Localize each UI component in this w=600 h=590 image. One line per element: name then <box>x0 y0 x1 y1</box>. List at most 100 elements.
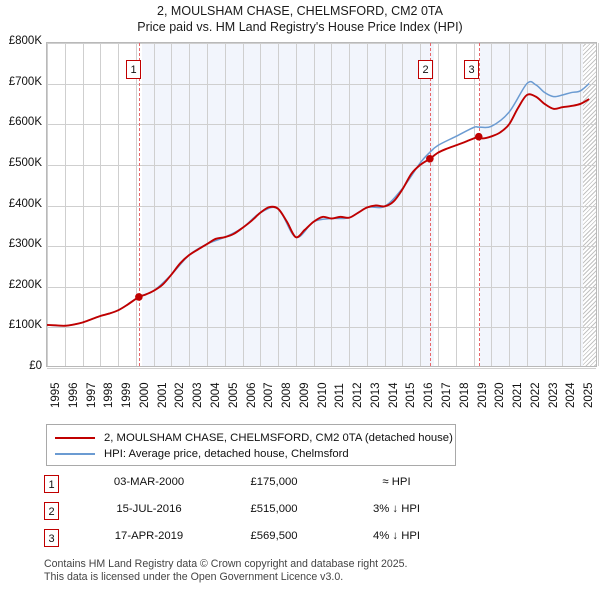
chart-marker-3[interactable]: 3 <box>464 60 479 79</box>
y-axis-tick-label: £700K <box>8 75 42 88</box>
gridline-horizontal <box>47 368 596 369</box>
transaction-index-badge: 3 <box>44 529 59 547</box>
y-axis-tick-label: £500K <box>8 156 42 169</box>
series-line <box>47 93 590 327</box>
x-axis-tick-label: 2023 <box>547 382 560 408</box>
series-line <box>47 80 590 327</box>
x-axis-tick-label: 2000 <box>138 382 151 408</box>
gridline-vertical <box>562 43 564 366</box>
gridline-vertical <box>171 43 173 366</box>
transaction-point-2[interactable] <box>426 154 434 163</box>
x-axis-tick-label: 2021 <box>512 382 525 408</box>
table-row[interactable]: 1 03-MAR-2000 £175,000 ≈ HPI <box>44 474 464 501</box>
gridline-vertical <box>224 43 226 366</box>
transaction-hpi-delta: 3% ↓ HPI <box>372 503 421 515</box>
gridline-vertical <box>206 43 208 366</box>
x-axis-tick-label: 2012 <box>352 382 365 408</box>
transaction-price: £515,000 <box>250 503 298 515</box>
gridline-vertical <box>438 43 440 366</box>
gridline-vertical <box>491 43 493 366</box>
gridline-vertical <box>135 43 137 366</box>
x-axis-tick-label: 2016 <box>423 382 436 408</box>
legend-entry-hpi: HPI: Average price, detached house, Chel… <box>55 446 447 462</box>
x-axis-tick-label: 2003 <box>192 382 205 408</box>
gridline-vertical <box>473 43 475 366</box>
table-row[interactable]: 3 17-APR-2019 £569,500 4% ↓ HPI <box>44 528 464 555</box>
y-axis-tick-label: £600K <box>8 116 42 129</box>
x-axis-tick-label: 2006 <box>245 382 258 408</box>
gridline-vertical <box>420 43 422 366</box>
gridline-vertical <box>455 43 457 366</box>
gridline-vertical <box>526 43 528 366</box>
gridline-vertical <box>544 43 546 366</box>
gridline-vertical <box>598 43 599 366</box>
gridline-vertical <box>313 43 315 366</box>
transaction-index-badge: 2 <box>44 502 59 520</box>
y-axis-tick-label: £100K <box>8 319 42 332</box>
gridline-vertical <box>153 43 155 366</box>
chart-marker-2[interactable]: 2 <box>418 60 433 79</box>
gridline-vertical <box>100 43 102 366</box>
footer-line-2: This data is licensed under the Open Gov… <box>44 570 344 583</box>
chart-area: £0 £100K £200K £300K £400K £500K £600K £700K £80… <box>0 35 600 372</box>
x-axis-tick-label: 2008 <box>281 382 294 408</box>
x-axis-tick-label: 2015 <box>405 382 418 408</box>
x-axis-tick-label: 2005 <box>227 382 240 408</box>
gridline-vertical <box>242 43 244 366</box>
gridline-horizontal <box>47 124 596 126</box>
gridline-vertical <box>384 43 386 366</box>
chart-marker-1[interactable]: 1 <box>126 60 141 79</box>
x-axis-tick-label: 1996 <box>67 382 80 408</box>
footer-line-1: Contains HM Land Registry data © Crown c… <box>44 558 408 570</box>
x-axis-tick-label: 2002 <box>174 382 187 408</box>
gridline-vertical <box>402 43 404 366</box>
title-line-1: 2, MOULSHAM CHASE, CHELMSFORD, CM2 0TA <box>157 4 443 18</box>
x-axis-tick-label: 2011 <box>334 383 347 408</box>
gridline-vertical <box>366 43 368 366</box>
projection-hatch-band <box>583 43 596 366</box>
event-line-1 <box>138 43 140 366</box>
y-axis-tick-label: £400K <box>8 197 42 210</box>
y-axis-tick-label: £800K <box>8 35 42 47</box>
legend-swatch-property <box>55 437 95 439</box>
transaction-index-badge: 1 <box>44 475 59 493</box>
gridline-vertical <box>509 43 511 366</box>
x-axis-tick-label: 2017 <box>441 382 454 408</box>
transaction-point-1[interactable] <box>135 293 143 301</box>
gridline-vertical <box>189 43 191 366</box>
gridline-vertical <box>295 43 297 366</box>
gridline-horizontal <box>47 327 596 329</box>
x-axis-tick-label: 2018 <box>458 382 471 408</box>
x-axis-tick-label: 1998 <box>103 382 116 408</box>
x-axis-tick-label: 2004 <box>209 382 222 408</box>
transaction-date: 17-APR-2019 <box>114 530 184 542</box>
gridline-horizontal <box>47 205 596 207</box>
x-axis-tick-label: 1995 <box>50 382 62 408</box>
gridline-horizontal <box>47 246 596 248</box>
y-axis-tick-label: £0 <box>29 360 42 372</box>
gridline-vertical <box>118 43 120 366</box>
table-row[interactable]: 2 15-JUL-2016 £515,000 3% ↓ HPI <box>44 501 464 528</box>
gridline-vertical <box>349 43 351 366</box>
plot-region <box>46 42 599 369</box>
transaction-hpi-delta: ≈ HPI <box>382 476 411 488</box>
x-axis-tick-label: 1999 <box>121 382 134 408</box>
x-axis-tick-label: 2025 <box>583 382 596 408</box>
x-axis-tick-label: 2007 <box>263 382 276 408</box>
series-canvas <box>47 80 590 327</box>
gridline-vertical <box>260 43 262 366</box>
x-axis-tick-label: 2019 <box>476 382 489 408</box>
x-axis-tick-label: 2024 <box>565 382 578 408</box>
x-axis-tick-label: 2020 <box>494 382 507 408</box>
x-axis-tick-label: 2009 <box>298 382 311 408</box>
gridline-horizontal <box>47 83 596 85</box>
x-axis-tick-label: 2022 <box>529 382 542 408</box>
transaction-date: 15-JUL-2016 <box>116 503 182 515</box>
y-axis-tick-label: £300K <box>8 238 42 251</box>
chart-legend: 2, MOULSHAM CHASE, CHELMSFORD, CM2 0TA (… <box>46 424 456 466</box>
transactions-table: 1 03-MAR-2000 £175,000 ≈ HPI 2 15-JUL-2016 £51… <box>44 474 464 555</box>
x-axis-tick-label: 2013 <box>369 382 382 408</box>
title-line-2: Price paid vs. HM Land Registry's House … <box>137 20 463 34</box>
event-line-3 <box>478 43 480 366</box>
transaction-point-3[interactable] <box>474 132 483 141</box>
